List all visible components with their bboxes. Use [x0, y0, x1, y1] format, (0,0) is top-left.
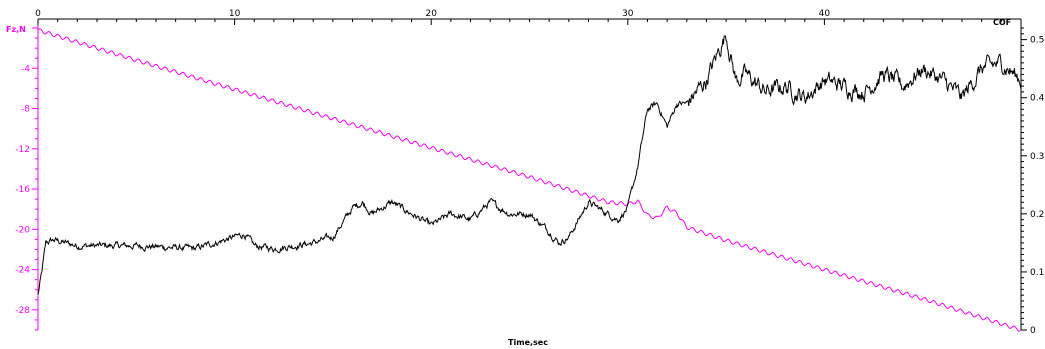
left-axis-tick-label: -24 [15, 266, 30, 276]
right-axis-tick-label: 0.1 [1030, 268, 1044, 278]
left-axis-tick-label: -16 [15, 185, 30, 195]
cof-series-line [37, 35, 1022, 295]
right-axis-title: COF [993, 18, 1011, 27]
right-axis-tick-label: 0.2 [1030, 210, 1044, 220]
fz-series-line [37, 28, 1022, 332]
left-axis-tick-label: -4 [21, 64, 30, 74]
top-axis-tick-label: 30 [622, 9, 634, 19]
top-axis-tick-label: 0 [35, 9, 41, 19]
series-layer [37, 28, 1022, 332]
left-axis-tick-label: -8 [21, 105, 30, 115]
top-axis-tick-label: 10 [229, 9, 241, 19]
right-axis-tick-label: 0.4 [1030, 94, 1045, 104]
top-axis-tick-label: 40 [819, 9, 831, 19]
right-axis-tick-label: 0 [1030, 326, 1036, 336]
left-axis-tick-label: -28 [15, 306, 30, 316]
right-axis-tick-label: 0.5 [1030, 36, 1044, 46]
left-axis-tick-label: -12 [15, 145, 30, 155]
x-axis-title: Time,sec [508, 338, 548, 347]
axes-layer: 0 10 20 30 40 -4 -8 -12 -16 -20 -24 -28 0 0.1 0.2 0.3 0.… [15, 9, 1044, 336]
top-axis-tick-label: 20 [425, 9, 437, 19]
left-axis-tick-label: -20 [15, 225, 30, 235]
right-axis-tick-label: 0.3 [1030, 152, 1044, 162]
left-axis-title: Fz,N [6, 25, 26, 34]
